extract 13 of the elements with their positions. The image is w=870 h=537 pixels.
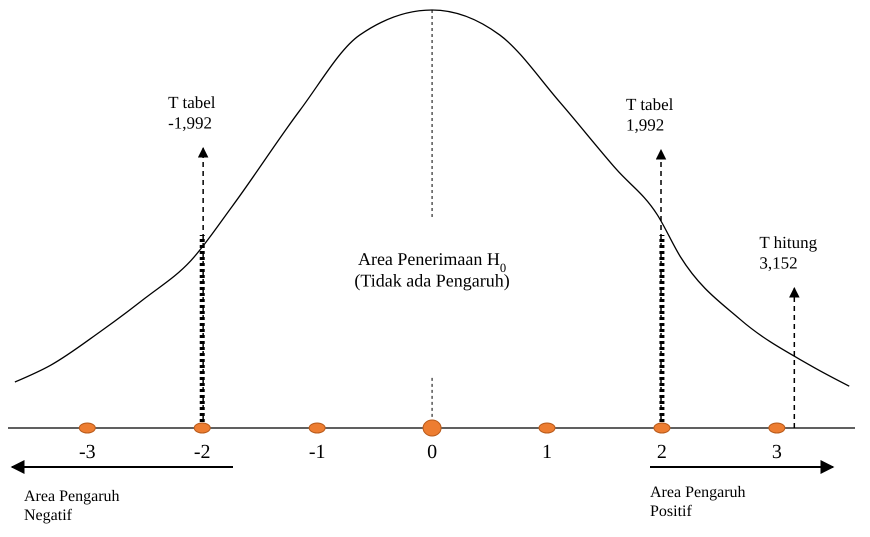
annotation: Area Penerimaan H$_{0}$ (Tidak ada Pengaruh)	[354, 248, 510, 291]
x-tick-label: -1	[308, 441, 326, 463]
x-tick-label: 0	[427, 441, 438, 463]
x-tick-label: -2	[194, 441, 211, 463]
x-tick-label: 1	[542, 441, 552, 463]
x-tick-label: 3	[772, 441, 782, 463]
ref-line-label: T tabel 1,992	[626, 95, 674, 134]
ref-line-label: T tabel -1,992	[168, 93, 216, 132]
x-tick-label: 2	[656, 441, 667, 463]
text: Area Pengaruh Positif	[650, 484, 746, 520]
ref-line-label: T hitung 3,152	[759, 233, 818, 272]
x-tick-label: -3	[78, 441, 96, 463]
text: Area Pengaruh Negatif	[24, 488, 120, 524]
